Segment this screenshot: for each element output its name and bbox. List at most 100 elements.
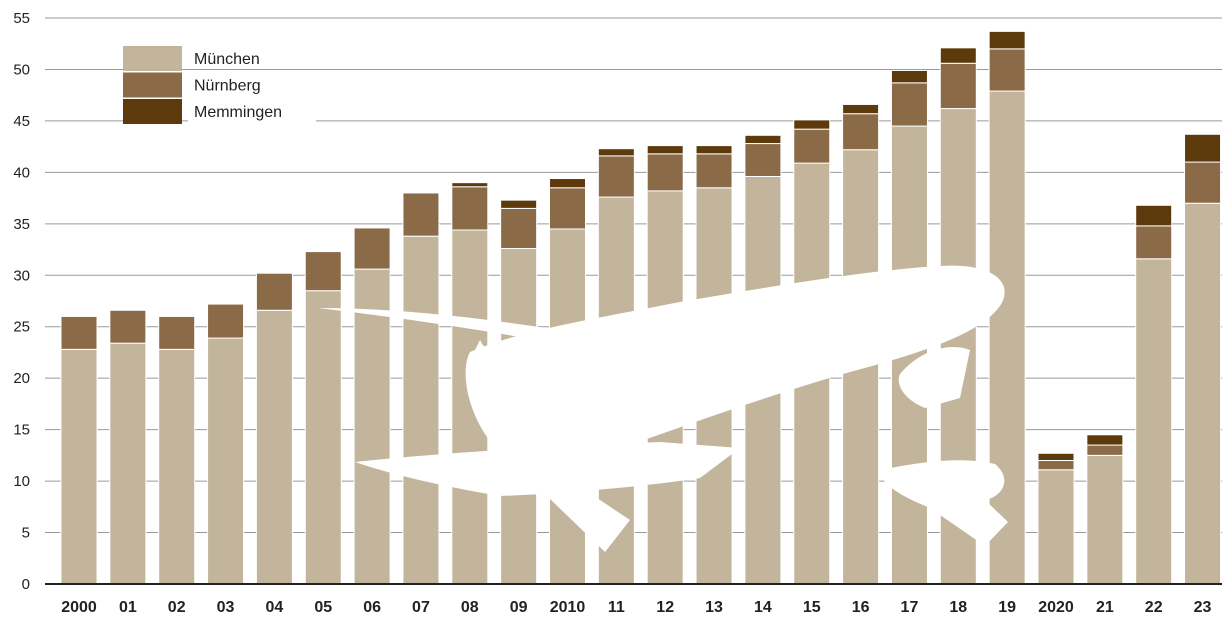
bar-22-münchen	[1135, 258, 1173, 585]
y-tick-label: 55	[13, 10, 30, 27]
x-tick-label: 01	[119, 599, 137, 616]
bar-02-nürnberg	[158, 315, 196, 350]
y-tick-label: 25	[13, 319, 30, 336]
bar-01-nürnberg	[109, 309, 147, 344]
bar-2010-nürnberg	[549, 187, 586, 230]
bar-04-nürnberg	[255, 272, 293, 311]
x-tick-label: 19	[998, 599, 1016, 616]
legend-label-nürnberg: Nürnberg	[194, 78, 261, 95]
bar-11-nürnberg	[597, 155, 635, 198]
y-tick-label: 20	[13, 370, 30, 387]
x-tick-label: 08	[461, 599, 479, 616]
bar-18-memmingen	[939, 47, 977, 64]
x-axis-ticks: 2000 01 02 03 04 05 06 07 08 09 2010 11 12 13 14 15 16 17…	[61, 599, 1211, 616]
x-tick-label: 12	[656, 599, 674, 616]
airplane-fuselage	[465, 265, 1005, 465]
x-tick-label: 06	[363, 599, 381, 616]
bar-12-nürnberg	[646, 153, 684, 192]
x-tick-label: 03	[217, 599, 235, 616]
bar-13-memmingen	[695, 145, 733, 155]
bar-22-nürnberg	[1135, 225, 1173, 260]
legend: München Nürnberg Memmingen	[123, 46, 316, 124]
x-tick-label: 15	[803, 599, 821, 616]
bar-21-nürnberg	[1086, 444, 1124, 456]
y-tick-label: 0	[22, 576, 30, 593]
airplane-wing-top	[318, 300, 705, 372]
bar-2010-memmingen	[549, 178, 586, 189]
bar-05-nürnberg	[304, 251, 342, 292]
x-tick-label: 13	[705, 599, 723, 616]
bar-06-münchen	[353, 268, 391, 585]
bar-03-münchen	[207, 337, 245, 585]
x-tick-label: 04	[266, 599, 284, 616]
legend-label-münchen: München	[194, 51, 260, 68]
bar-2020-nürnberg	[1037, 460, 1075, 471]
x-tick-label: 05	[314, 599, 332, 616]
bar-21-münchen	[1086, 454, 1124, 585]
legend-swatch-münchen	[123, 46, 182, 71]
bar-16-memmingen	[842, 103, 880, 115]
x-tick-label: 07	[412, 599, 430, 616]
bar-19-memmingen	[988, 30, 1026, 50]
bar-21-memmingen	[1086, 434, 1124, 446]
x-tick-label: 14	[754, 599, 772, 616]
bar-23-nürnberg	[1184, 161, 1222, 204]
airplane-tail-top	[898, 347, 970, 408]
x-tick-label: 18	[949, 599, 967, 616]
x-tick-label: 23	[1194, 599, 1212, 616]
legend-swatch-memmingen	[123, 99, 182, 124]
bar-11-memmingen	[597, 148, 635, 157]
y-tick-label: 40	[13, 164, 30, 181]
bar-19-münchen	[988, 90, 1026, 585]
bar-22-memmingen	[1135, 204, 1173, 227]
bar-05-münchen	[304, 290, 342, 585]
bar-2020-münchen	[1037, 469, 1075, 585]
x-tick-label: 22	[1145, 599, 1163, 616]
y-tick-label: 10	[13, 473, 30, 490]
bar-02-münchen	[158, 348, 196, 585]
y-tick-label: 15	[13, 422, 30, 439]
bar-07-nürnberg	[402, 192, 440, 237]
bar-07-münchen	[402, 235, 440, 585]
x-tick-label: 2000	[61, 599, 97, 616]
bar-2000-nürnberg	[60, 315, 98, 350]
y-tick-label: 35	[13, 216, 30, 233]
bar-23-münchen	[1184, 202, 1222, 585]
y-tick-label: 45	[13, 113, 30, 130]
x-tick-label: 02	[168, 599, 186, 616]
bar-14-memmingen	[744, 134, 782, 145]
legend-swatch-nürnberg	[123, 72, 182, 98]
bar-12-memmingen	[646, 145, 684, 155]
bar-17-nürnberg	[890, 82, 928, 127]
legend-label-backing	[188, 48, 316, 69]
legend-label-backing	[188, 101, 316, 122]
x-tick-label: 09	[510, 599, 528, 616]
bar-04-münchen	[255, 309, 293, 585]
bar-06-nürnberg	[353, 227, 391, 270]
bar-14-nürnberg	[744, 143, 782, 177]
bar-13-nürnberg	[695, 153, 733, 189]
airplane-silhouette-icon	[318, 265, 1008, 552]
bar-15-memmingen	[793, 119, 831, 130]
bar-09-memmingen	[500, 199, 538, 209]
bar-18-nürnberg	[939, 62, 977, 110]
bar-09-nürnberg	[500, 207, 538, 250]
bar-2000-münchen	[60, 348, 98, 585]
y-tick-label: 5	[22, 525, 30, 542]
y-axis-ticks: 0 5 10 15 20 25 30 35 40 45 50 55	[13, 10, 30, 593]
bar-15-nürnberg	[793, 128, 831, 164]
x-tick-label: 2010	[550, 599, 586, 616]
x-tick-label: 21	[1096, 599, 1114, 616]
bar-08-nürnberg	[451, 186, 489, 231]
bar-23-memmingen	[1184, 133, 1222, 163]
legend-label-backing	[188, 74, 316, 96]
y-tick-label: 50	[13, 61, 30, 78]
bar-16-nürnberg	[842, 113, 880, 151]
bar-2020-memmingen	[1037, 452, 1075, 462]
x-tick-label: 16	[852, 599, 870, 616]
bar-17-memmingen	[890, 69, 928, 84]
bar-19-nürnberg	[988, 48, 1026, 92]
x-tick-label: 2020	[1038, 599, 1074, 616]
bar-01-münchen	[109, 342, 147, 585]
